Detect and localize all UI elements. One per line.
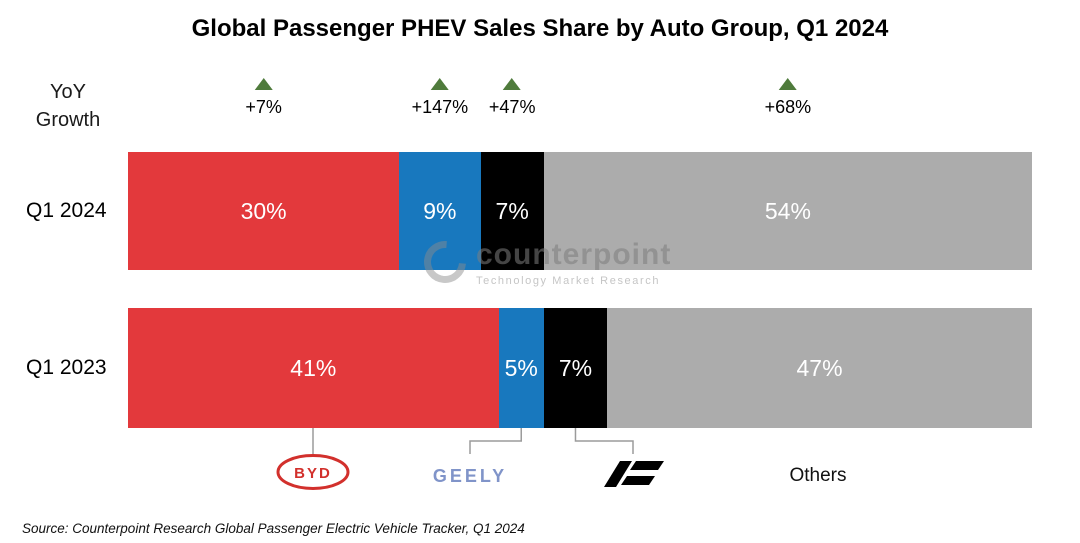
growth-up-triangle-icon <box>503 78 522 90</box>
growth-up-triangle-icon <box>254 78 273 90</box>
yoy-growth-value: +68% <box>764 97 812 117</box>
segment-byd-q1-2024: 30% <box>128 152 400 270</box>
segment-others-q1-2024: 54% <box>543 152 1032 270</box>
growth-up-triangle-icon <box>430 78 449 90</box>
connector-geely <box>469 428 522 454</box>
yoy-growth-axis-label: YoY Growth <box>24 78 112 134</box>
li-auto-logo <box>602 461 664 492</box>
segment-others-q1-2023: 47% <box>607 308 1032 428</box>
chart-title: Global Passenger PHEV Sales Share by Aut… <box>191 15 889 42</box>
category-label-q1-2024: Q1 2024 <box>26 199 107 222</box>
yoy-growth-value: +47% <box>488 97 536 117</box>
geely-logo: GEELY <box>433 466 507 487</box>
yoy-marker-li-auto: +47% <box>488 78 536 118</box>
connector-lines <box>312 428 634 454</box>
segment-value-label: 30% <box>240 197 287 224</box>
stacked-bars: 30% 9% 7% 54% 41% 5% 7% 47% <box>128 0 1032 543</box>
segment-value-label: 7% <box>558 354 593 381</box>
source-note: Source: Counterpoint Research Global Pas… <box>22 521 525 536</box>
segment-value-label: 7% <box>495 197 529 224</box>
segment-li-auto-q1-2023: 7% <box>543 308 608 428</box>
category-label-q1-2023: Q1 2023 <box>26 356 107 379</box>
segment-value-label: 41% <box>290 354 337 381</box>
li-auto-logo-icon <box>604 461 664 487</box>
segment-value-label: 5% <box>504 354 538 381</box>
segment-value-label: 54% <box>764 197 811 224</box>
yoy-marker-byd: +7% <box>245 78 282 118</box>
growth-up-triangle-icon <box>778 78 797 90</box>
yoy-marker-geely: +147% <box>411 78 469 118</box>
segment-geely-q1-2024: 9% <box>399 152 481 270</box>
bar-row-q1-2023: 41% 5% 7% 47% <box>128 308 1032 428</box>
segment-value-label: 9% <box>423 197 457 224</box>
yoy-growth-value: +7% <box>245 97 282 117</box>
byd-logo: BYD <box>274 452 352 497</box>
yoy-marker-others: +68% <box>764 78 812 118</box>
yoy-growth-value: +147% <box>411 97 469 117</box>
yoy-label-line1: YoY <box>50 81 86 103</box>
byd-logo-icon: BYD <box>276 454 350 490</box>
others-label: Others <box>789 465 846 487</box>
geely-wordmark: GEELY <box>432 466 508 486</box>
connector-li-auto <box>574 428 634 454</box>
segment-geely-q1-2023: 5% <box>498 308 544 428</box>
segment-byd-q1-2023: 41% <box>128 308 499 428</box>
segment-value-label: 47% <box>796 354 843 381</box>
yoy-growth-markers: +7% +147% +47% +68% <box>128 78 1032 138</box>
segment-li-auto-q1-2024: 7% <box>480 152 544 270</box>
brand-logos-row: BYD GEELY Others <box>128 452 1032 504</box>
category-axis-labels: Q1 2024 Q1 2023 <box>0 0 128 543</box>
bar-row-q1-2024: 30% 9% 7% 54% <box>128 152 1032 270</box>
byd-wordmark: BYD <box>294 465 332 482</box>
yoy-label-line2: Growth <box>35 109 101 131</box>
byd-oval <box>276 454 350 490</box>
others-text: Others <box>789 465 847 486</box>
